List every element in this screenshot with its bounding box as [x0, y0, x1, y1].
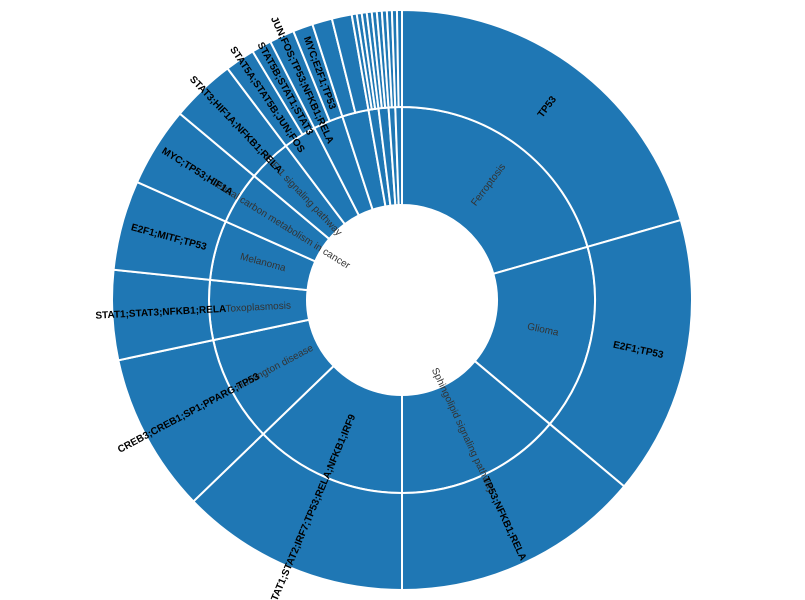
outer-segment	[395, 8, 403, 109]
inner-label: Toxoplasmosis	[225, 300, 291, 314]
outer-segment	[401, 8, 683, 249]
